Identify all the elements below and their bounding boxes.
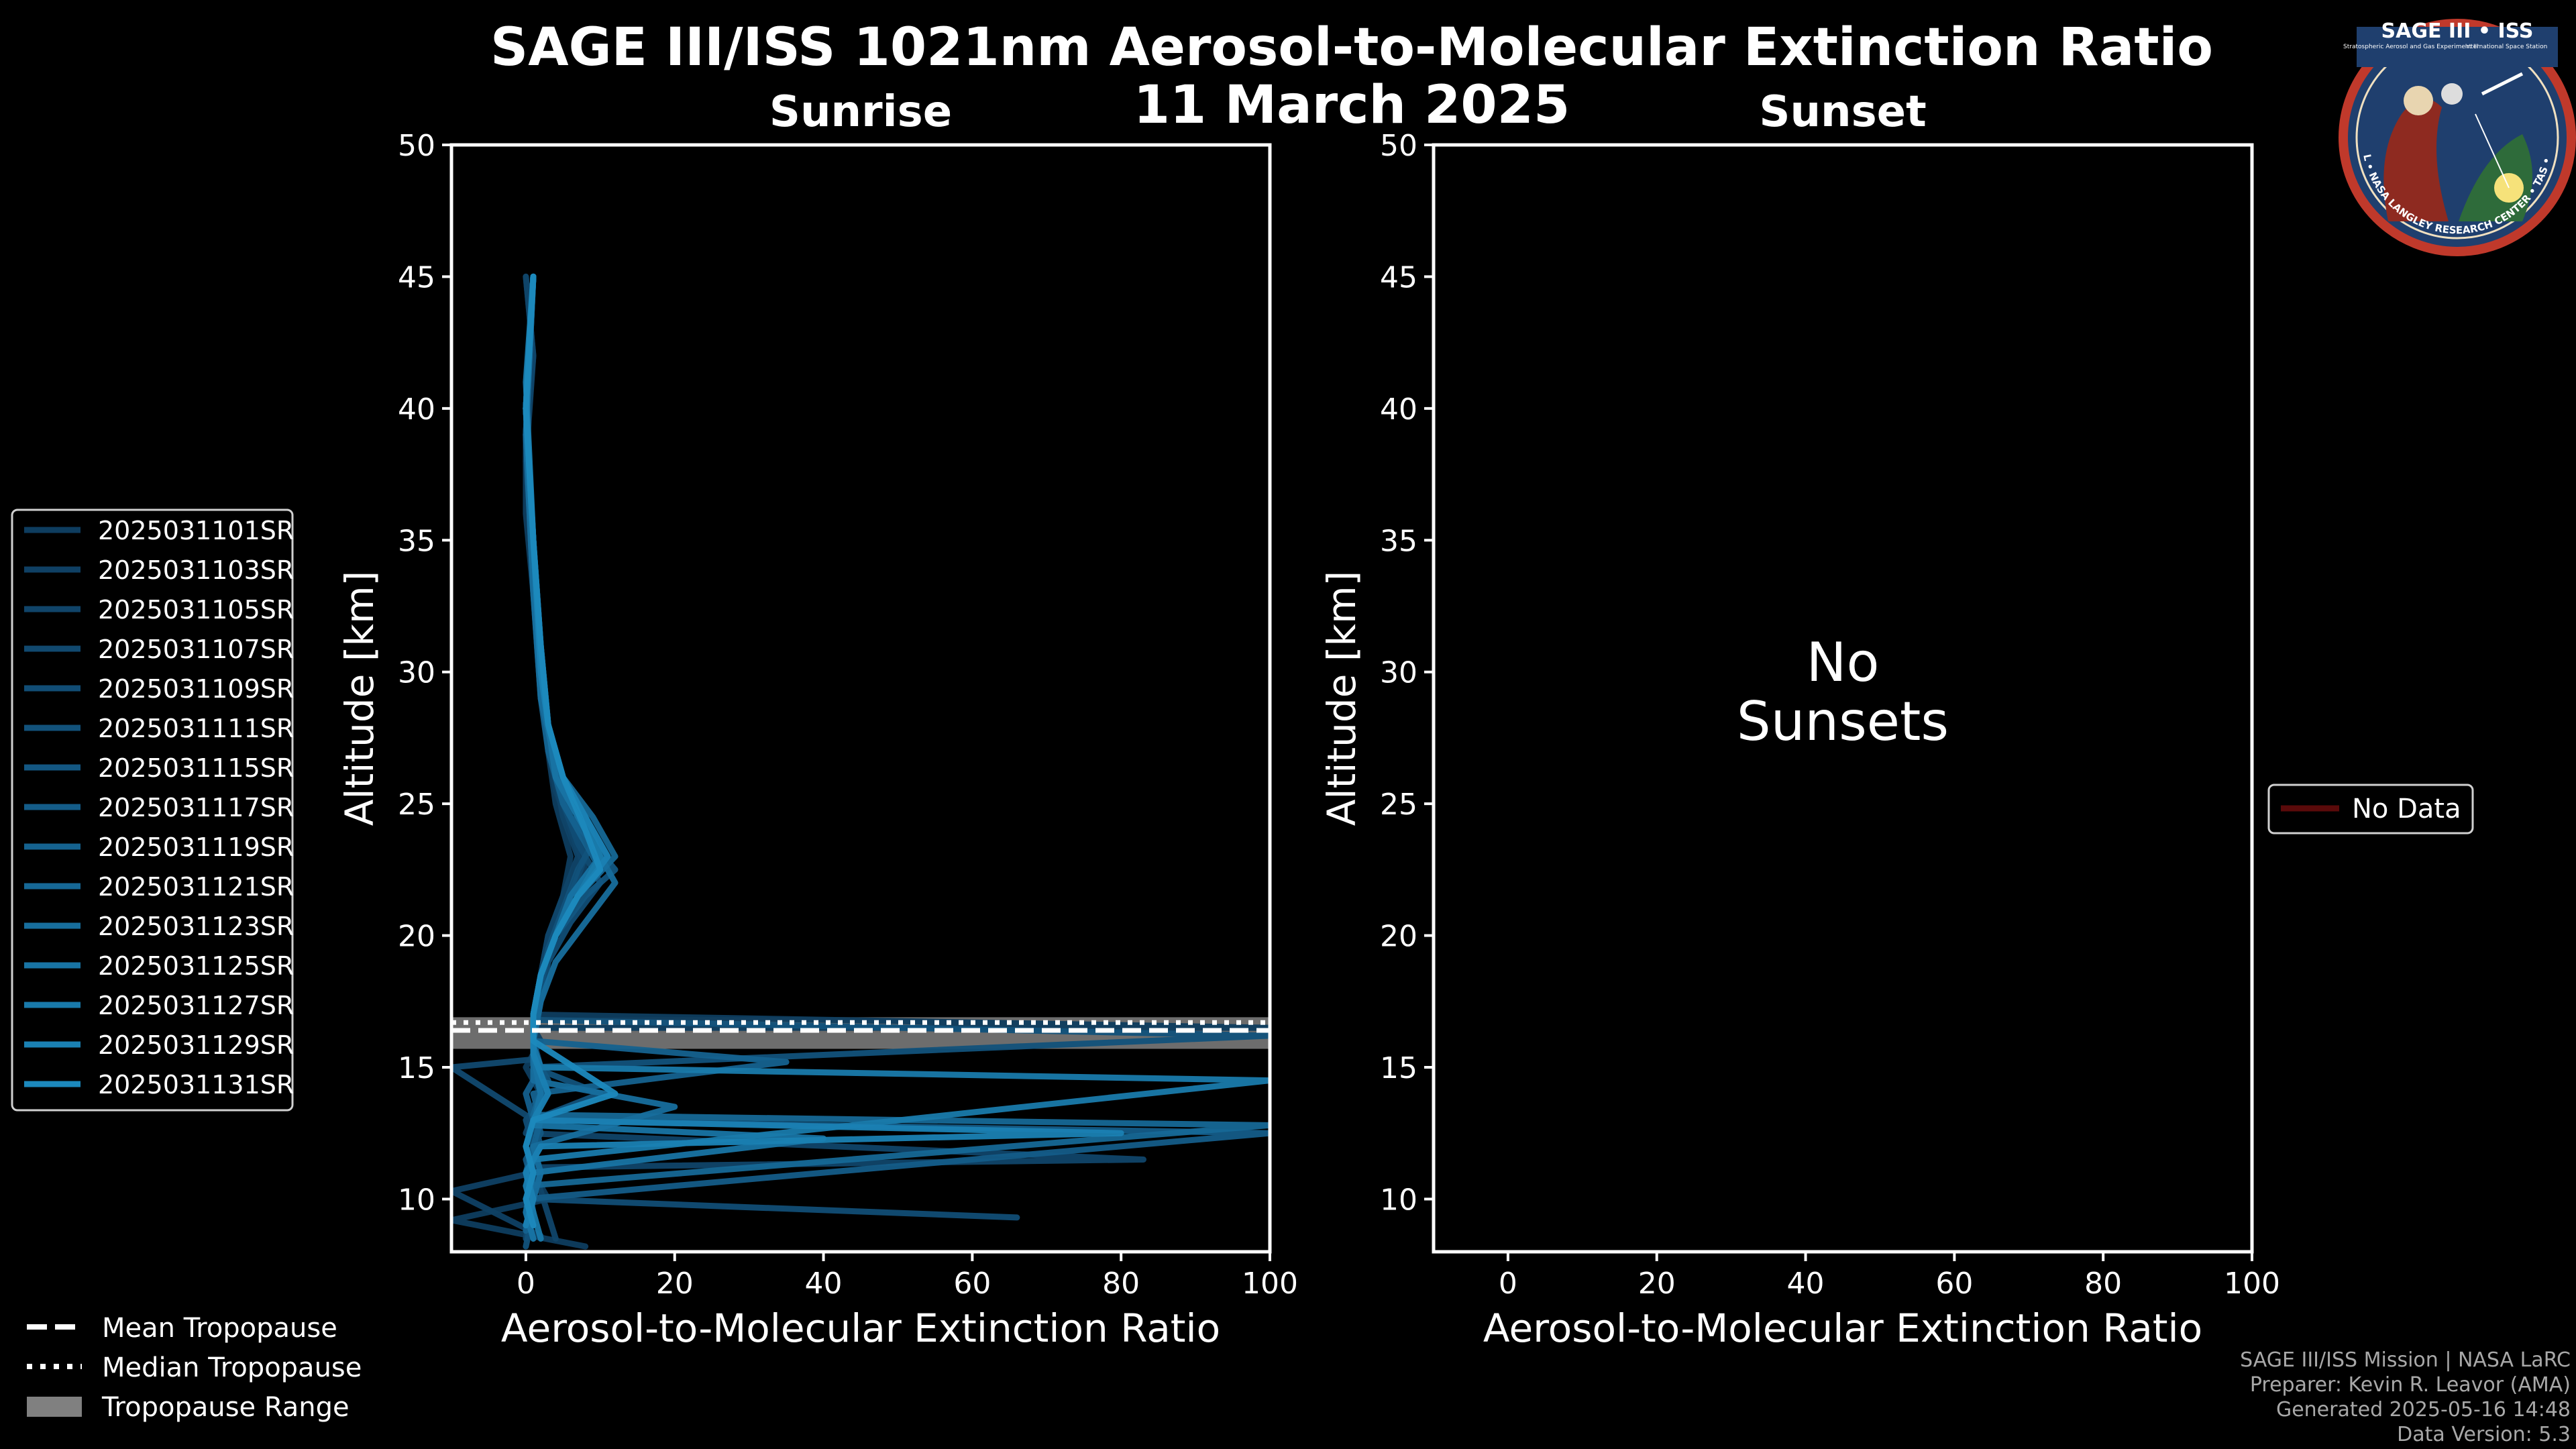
series-legend: 2025031101SR 2025031103SR 2025031105SR 2025… bbox=[11, 508, 294, 1112]
no-data-legend: No Data bbox=[2267, 784, 2474, 835]
sunrise-y-tick-label: 45 bbox=[398, 260, 435, 294]
tropopause-range-swatch bbox=[27, 1397, 82, 1417]
sunset-x-tick-label: 80 bbox=[2084, 1267, 2122, 1301]
sunset-panel-title: Sunset bbox=[1759, 87, 1926, 137]
legend-label-2025031127SR: 2025031127SR bbox=[98, 991, 294, 1020]
sunset-x-tick-label: 60 bbox=[1935, 1267, 1973, 1301]
sunrise-x-tick-label: 100 bbox=[1242, 1267, 1298, 1301]
credits-block: SAGE III/ISS Mission | NASA LaRC Prepare… bbox=[2240, 1348, 2571, 1446]
sunset-x-tick-label: 20 bbox=[1638, 1267, 1676, 1301]
sunset-y-tick-label: 20 bbox=[1380, 920, 1417, 954]
sunset-y-axis-label: Altitude [km] bbox=[1319, 571, 1364, 826]
median-tropopause-label: Median Tropopause bbox=[102, 1352, 362, 1383]
sunrise-ticks: 0 20 40 60 80 100 10 15 20 25 30 35 40 45 50 bbox=[398, 129, 1298, 1301]
sunset-plot-frame bbox=[1432, 143, 2254, 1254]
legend-label-2025031131SR: 2025031131SR bbox=[98, 1070, 294, 1099]
figure-subtitle: 11 March 2025 bbox=[1134, 75, 1570, 136]
logo-iss-truss bbox=[2481, 72, 2524, 96]
sunset-y-tick-label: 30 bbox=[1380, 656, 1417, 690]
no-sunsets-text-line1: No bbox=[1807, 631, 1880, 694]
sunrise-y-tick-label: 35 bbox=[398, 524, 435, 558]
logo-title-text: SAGE III • ISS bbox=[2381, 19, 2534, 43]
legend-label-2025031103SR: 2025031103SR bbox=[98, 555, 294, 585]
sunrise-plot-frame bbox=[449, 143, 1272, 1254]
sunrise-y-tick-label: 10 bbox=[398, 1183, 435, 1217]
credit-generated: Generated 2025-05-16 14:48 bbox=[2276, 1398, 2571, 1421]
figure-title: SAGE III/ISS 1021nm Aerosol-to-Molecular… bbox=[490, 17, 2213, 78]
legend-label-2025031107SR: 2025031107SR bbox=[98, 635, 294, 664]
logo-beam bbox=[2475, 113, 2510, 189]
profile-line-2025031127SR bbox=[523, 273, 1270, 1242]
legend-label-2025031115SR: 2025031115SR bbox=[98, 753, 294, 783]
sunrise-x-axis-label: Aerosol-to-Molecular Extinction Ratio bbox=[501, 1305, 1220, 1351]
profile-line-2025031131SR bbox=[523, 273, 619, 1229]
sunset-x-tick-label: 100 bbox=[2224, 1267, 2280, 1301]
sunset-x-tick-label: 0 bbox=[1499, 1267, 1517, 1301]
legend-label-2025031109SR: 2025031109SR bbox=[98, 674, 294, 704]
logo-fine-print-left: Stratospheric Aerosol and Gas Experiment… bbox=[2343, 44, 2479, 50]
sunrise-y-tick-label: 25 bbox=[398, 788, 435, 822]
legend-label-2025031125SR: 2025031125SR bbox=[98, 951, 294, 981]
profile-line-2025031125SR bbox=[523, 273, 826, 1242]
logo-header-band bbox=[2357, 27, 2558, 67]
sunrise-x-tick-label: 80 bbox=[1102, 1267, 1140, 1301]
sunrise-y-tick-label: 20 bbox=[398, 920, 435, 954]
sunset-y-tick-label: 35 bbox=[1380, 524, 1417, 558]
sunrise-panel-title: Sunrise bbox=[769, 87, 952, 137]
sunrise-y-tick-label: 15 bbox=[398, 1051, 435, 1085]
legend-label-2025031117SR: 2025031117SR bbox=[98, 793, 294, 822]
sunset-y-tick-label: 15 bbox=[1380, 1051, 1417, 1085]
sunset-y-tick-label: 50 bbox=[1380, 129, 1417, 163]
sunset-panel: Sunset 0 20 40 60 80 100 10 15 20 25 30 35 40 45 50 No… bbox=[1319, 87, 2280, 1351]
sunrise-y-axis-label: Altitude [km] bbox=[337, 571, 382, 826]
legend-label-2025031119SR: 2025031119SR bbox=[98, 833, 294, 862]
tropopause-range-label: Tropopause Range bbox=[101, 1392, 350, 1423]
no-data-legend-frame bbox=[2267, 784, 2474, 835]
legend-label-2025031105SR: 2025031105SR bbox=[98, 595, 294, 625]
sunset-y-tick-label: 25 bbox=[1380, 788, 1417, 822]
credit-preparer: Preparer: Kevin R. Leavor (AMA) bbox=[2250, 1373, 2571, 1397]
logo-figure-head bbox=[2404, 86, 2433, 115]
legend-label-2025031121SR: 2025031121SR bbox=[98, 872, 294, 902]
sunrise-y-tick-label: 40 bbox=[398, 392, 435, 427]
sunset-x-tick-label: 40 bbox=[1787, 1267, 1825, 1301]
logo-figure-robe bbox=[2383, 99, 2449, 221]
sunrise-y-tick-label: 30 bbox=[398, 656, 435, 690]
sunrise-y-tick-label: 50 bbox=[398, 129, 435, 163]
legend-label-2025031123SR: 2025031123SR bbox=[98, 912, 294, 941]
sunrise-x-tick-label: 0 bbox=[517, 1267, 535, 1301]
logo-moon bbox=[2441, 83, 2463, 105]
sunset-y-tick-label: 10 bbox=[1380, 1183, 1417, 1217]
no-data-legend-label: No Data bbox=[2352, 794, 2461, 824]
credit-data-version: Data Version: 5.3 bbox=[2397, 1423, 2571, 1446]
legend-label-2025031129SR: 2025031129SR bbox=[98, 1030, 294, 1060]
sunset-y-tick-label: 40 bbox=[1380, 392, 1417, 427]
sunset-y-tick-label: 45 bbox=[1380, 260, 1417, 294]
logo-fine-print-right: International Space Station bbox=[2465, 44, 2548, 50]
sunset-ticks: 0 20 40 60 80 100 10 15 20 25 30 35 40 45 50 bbox=[1380, 129, 2280, 1301]
series-legend-frame bbox=[11, 508, 294, 1112]
tropopause-legend: Mean Tropopause Median Tropopause Tropop… bbox=[27, 1313, 362, 1423]
credit-mission: SAGE III/ISS Mission | NASA LaRC bbox=[2240, 1348, 2571, 1372]
sunrise-panel: Sunrise 0 20 40 60 80 100 10 15 20 25 30 35 40 45 50 A… bbox=[337, 87, 1298, 1351]
sunrise-x-tick-label: 60 bbox=[953, 1267, 991, 1301]
mean-tropopause-label: Mean Tropopause bbox=[102, 1313, 337, 1344]
sunset-x-axis-label: Aerosol-to-Molecular Extinction Ratio bbox=[1483, 1305, 2202, 1351]
no-sunsets-text-line2: Sunsets bbox=[1737, 690, 1949, 753]
legend-label-2025031101SR: 2025031101SR bbox=[98, 516, 294, 545]
sunrise-x-tick-label: 20 bbox=[656, 1267, 694, 1301]
profile-line-2025031107SR bbox=[451, 273, 589, 1242]
legend-label-2025031111SR: 2025031111SR bbox=[98, 714, 294, 743]
sunrise-x-tick-label: 40 bbox=[805, 1267, 843, 1301]
